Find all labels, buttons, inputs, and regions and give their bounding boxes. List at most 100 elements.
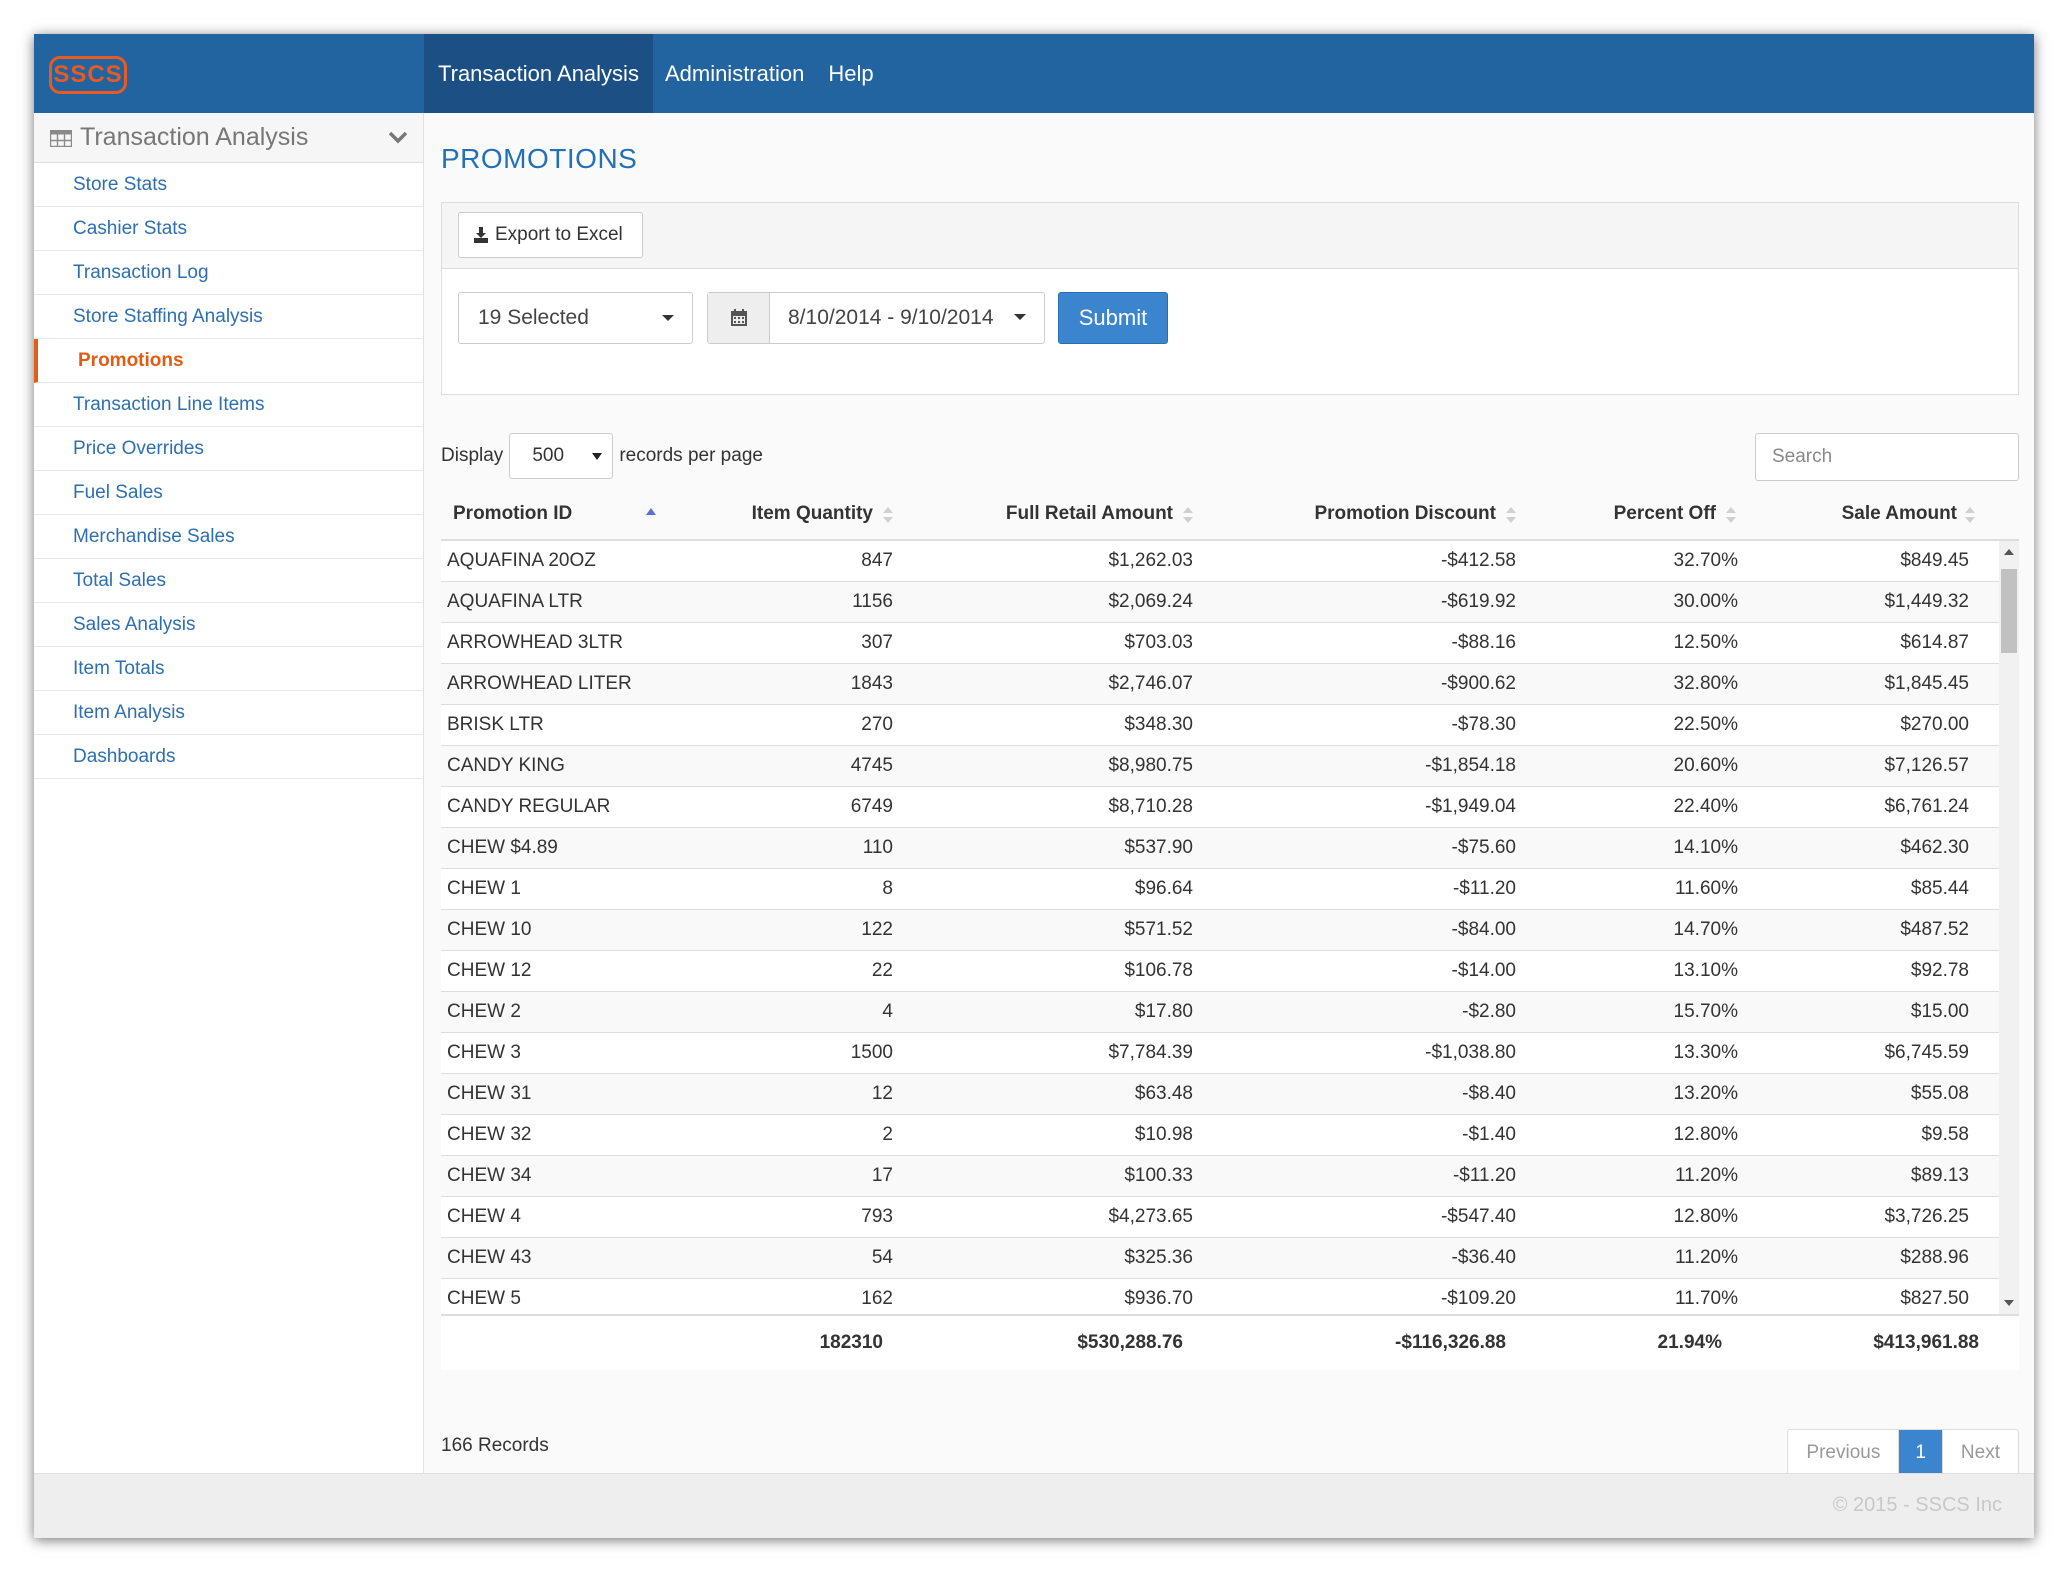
sort-both-icon (1965, 507, 1975, 523)
cell-item-quantity: 6749 (850, 796, 893, 817)
cell-full-retail-amount: $8,710.28 (1108, 796, 1193, 817)
cell-sale-amount: $15.00 (1910, 1001, 1969, 1022)
scrollbar-thumb[interactable] (2001, 569, 2017, 653)
sidebar-item-transaction-line-items[interactable]: Transaction Line Items (34, 383, 423, 427)
table-row[interactable]: ARROWHEAD LITER 1843 $2,746.07 -$900.62 32.8… (441, 664, 2019, 705)
cell-percent-off: 15.70% (1673, 1001, 1738, 1022)
column-header-promotion-discount[interactable]: Promotion Discount (1207, 487, 1530, 539)
table-body[interactable]: AQUAFINA 20OZ 847 $1,262.03 -$412.58 32.70% $… (441, 541, 2019, 1314)
table-row[interactable]: CHEW 5 162 $936.70 -$109.20 11.70% $827.50 (441, 1279, 2019, 1314)
sidebar-item-dashboards[interactable]: Dashboards (34, 735, 423, 779)
cell-item-quantity: 4745 (850, 755, 893, 776)
date-addon[interactable] (708, 293, 770, 343)
sidebar-item-promotions[interactable]: Promotions (34, 339, 423, 383)
cell-sale-amount: $3,726.25 (1884, 1206, 1969, 1227)
cell-percent-off: 11.20% (1674, 1247, 1738, 1268)
sidebar-item-cashier-stats[interactable]: Cashier Stats (34, 207, 423, 251)
cell-percent-off: 30.00% (1673, 591, 1738, 612)
table-row[interactable]: AQUAFINA LTR 1156 $2,069.24 -$619.92 30.00% $… (441, 582, 2019, 623)
sidebar-item-fuel-sales[interactable]: Fuel Sales (34, 471, 423, 515)
sidebar-section-header[interactable]: Transaction Analysis (34, 113, 423, 163)
nav-transaction-analysis[interactable]: Transaction Analysis (424, 34, 653, 113)
table-row[interactable]: CHEW 43 54 $325.36 -$36.40 11.20% $288.96 (441, 1238, 2019, 1279)
cell-sale-amount: $270.00 (1900, 714, 1969, 735)
cell-full-retail-amount: $936.70 (1124, 1288, 1193, 1309)
column-header-item-quantity[interactable]: Item Quantity (674, 487, 907, 539)
previous-page-button[interactable]: Previous (1788, 1430, 1900, 1476)
sidebar-item-store-staffing-analysis[interactable]: Store Staffing Analysis (34, 295, 423, 339)
page-length-select[interactable]: 500 (509, 433, 614, 479)
table-scrollbar[interactable] (1999, 541, 2019, 1314)
cell-sale-amount: $7,126.57 (1884, 755, 1969, 776)
scroll-up-arrow-icon[interactable] (2004, 549, 2014, 555)
filter-panel: Export to Excel 19 Selected (441, 202, 2019, 395)
submit-button[interactable]: Submit (1058, 292, 1168, 344)
table-row[interactable]: CHEW 4 793 $4,273.65 -$547.40 12.80% $3,726.2… (441, 1197, 2019, 1238)
table-row[interactable]: CHEW 32 2 $10.98 -$1.40 12.80% $9.58 (441, 1115, 2019, 1156)
search-input[interactable]: Search (1755, 433, 2019, 481)
cell-item-quantity: 4 (882, 1001, 893, 1022)
cell-promotion-discount: -$1,038.80 (1425, 1042, 1516, 1063)
sidebar-item-store-stats[interactable]: Store Stats (34, 163, 423, 207)
table-row[interactable]: CHEW 3 1500 $7,784.39 -$1,038.80 13.30% $6,74… (441, 1033, 2019, 1074)
cell-promotion-discount: -$88.16 (1451, 632, 1516, 653)
column-header-promotion-id[interactable]: Promotion ID (441, 487, 674, 539)
cell-percent-off: 32.70% (1673, 550, 1738, 571)
column-header-percent-off[interactable]: Percent Off (1530, 487, 1744, 539)
date-range-value[interactable]: 8/10/2014 - 9/10/2014 (770, 293, 1044, 343)
date-range-picker[interactable]: 8/10/2014 - 9/10/2014 (707, 292, 1045, 344)
cell-item-quantity: 162 (861, 1288, 893, 1309)
table-row[interactable]: CHEW 12 22 $106.78 -$14.00 13.10% $92.78 (441, 951, 2019, 992)
sidebar-item-merchandise-sales[interactable]: Merchandise Sales (34, 515, 423, 559)
cell-item-quantity: 8 (882, 878, 893, 899)
store-multiselect[interactable]: 19 Selected (458, 292, 693, 344)
nav-help[interactable]: Help (828, 61, 874, 86)
sidebar-section-title: Transaction Analysis (80, 123, 309, 151)
chevron-down-icon[interactable] (387, 127, 409, 147)
cell-promotion-id: CHEW $4.89 (447, 837, 558, 858)
sidebar-item-item-totals[interactable]: Item Totals (34, 647, 423, 691)
table-row[interactable]: CHEW $4.89 110 $537.90 -$75.60 14.10% $462.30 (441, 828, 2019, 869)
filter-panel-header: Export to Excel (442, 203, 2018, 269)
cell-full-retail-amount: $17.80 (1134, 1001, 1193, 1022)
cell-item-quantity: 54 (871, 1247, 893, 1268)
cell-promotion-discount: -$900.62 (1440, 673, 1516, 694)
cell-promotion-discount: -$109.20 (1440, 1288, 1516, 1309)
records-count: 166 Records (441, 1435, 549, 1456)
nav-administration[interactable]: Administration (664, 61, 805, 86)
cell-full-retail-amount: $106.78 (1124, 960, 1193, 981)
cell-promotion-discount: -$11.20 (1452, 878, 1516, 899)
export-to-excel-button[interactable]: Export to Excel (458, 212, 643, 258)
cell-promotion-id: CHEW 32 (447, 1124, 532, 1145)
table-row[interactable]: CHEW 10 122 $571.52 -$84.00 14.70% $487.52 (441, 910, 2019, 951)
calendar-icon (730, 309, 747, 326)
table-row[interactable]: CANDY KING 4745 $8,980.75 -$1,854.18 20.60% $… (441, 746, 2019, 787)
column-header-full-retail-amount[interactable]: Full Retail Amount (907, 487, 1207, 539)
store-select-value: 19 Selected (478, 306, 589, 329)
scroll-down-arrow-icon[interactable] (2004, 1300, 2014, 1306)
table-row[interactable]: CHEW 1 8 $96.64 -$11.20 11.60% $85.44 (441, 869, 2019, 910)
table-row[interactable]: CHEW 2 4 $17.80 -$2.80 15.70% $15.00 (441, 992, 2019, 1033)
table-row[interactable]: CANDY REGULAR 6749 $8,710.28 -$1,949.04 22.4… (441, 787, 2019, 828)
sidebar-item-total-sales[interactable]: Total Sales (34, 559, 423, 603)
cell-sale-amount: $849.45 (1900, 550, 1969, 571)
next-page-button[interactable]: Next (1960, 1442, 2000, 1463)
sidebar-item-item-analysis[interactable]: Item Analysis (34, 691, 423, 735)
sidebar-item-sales-analysis[interactable]: Sales Analysis (34, 603, 423, 647)
cell-full-retail-amount: $571.52 (1124, 919, 1193, 940)
sscs-logo[interactable]: SSCS (49, 56, 127, 94)
table-row[interactable]: AQUAFINA 20OZ 847 $1,262.03 -$412.58 32.70% $… (441, 541, 2019, 582)
cell-percent-off: 12.50% (1673, 632, 1738, 653)
table-row[interactable]: BRISK LTR 270 $348.30 -$78.30 22.50% $270.00 (441, 705, 2019, 746)
table-row[interactable]: CHEW 34 17 $100.33 -$11.20 11.20% $89.13 (441, 1156, 2019, 1197)
table-row[interactable]: CHEW 31 12 $63.48 -$8.40 13.20% $55.08 (441, 1074, 2019, 1115)
table-row[interactable]: ARROWHEAD 3LTR 307 $703.03 -$88.16 12.50% $61… (441, 623, 2019, 664)
cell-promotion-id: ARROWHEAD 3LTR (447, 632, 623, 653)
page-1-button[interactable]: 1 (1899, 1430, 1943, 1476)
cell-promotion-id: CHEW 12 (447, 960, 532, 981)
sidebar-item-price-overrides[interactable]: Price Overrides (34, 427, 423, 471)
column-header-sale-amount[interactable]: Sale Amount (1744, 487, 1979, 539)
cell-percent-off: 32.80% (1673, 673, 1738, 694)
sidebar-item-transaction-log[interactable]: Transaction Log (34, 251, 423, 295)
cell-promotion-discount: -$11.20 (1452, 1165, 1516, 1186)
